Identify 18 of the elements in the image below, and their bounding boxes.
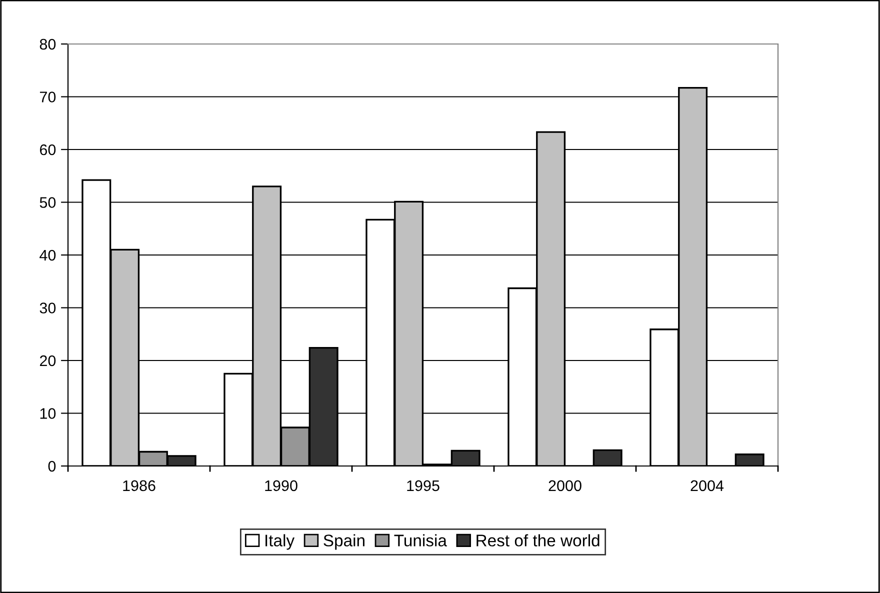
- x-tick-label: 1995: [407, 480, 440, 492]
- legend-label: Tunisia: [394, 534, 447, 546]
- legend-label: Italy: [266, 534, 295, 550]
- y-tick-label: 30: [40, 302, 56, 314]
- y-tick-label: 40: [40, 250, 56, 261]
- x-tick-label: 1986: [123, 480, 156, 492]
- y-tick-label: 50: [40, 197, 56, 208]
- y-tick-label: 60: [40, 144, 56, 156]
- legend-label: Spain: [324, 534, 364, 550]
- y-tick-label: 20: [40, 355, 56, 366]
- x-tick-label: 2004: [690, 480, 724, 492]
- legend-label: Rest of the world: [476, 534, 600, 546]
- y-tick-label: 10: [40, 408, 56, 419]
- x-tick-label: 1990: [265, 480, 298, 492]
- x-tick-label: 2000: [548, 480, 582, 492]
- y-tick-label: 80: [40, 38, 56, 50]
- y-tick-label: 70: [40, 92, 56, 102]
- y-tick-label: 0: [48, 460, 56, 472]
